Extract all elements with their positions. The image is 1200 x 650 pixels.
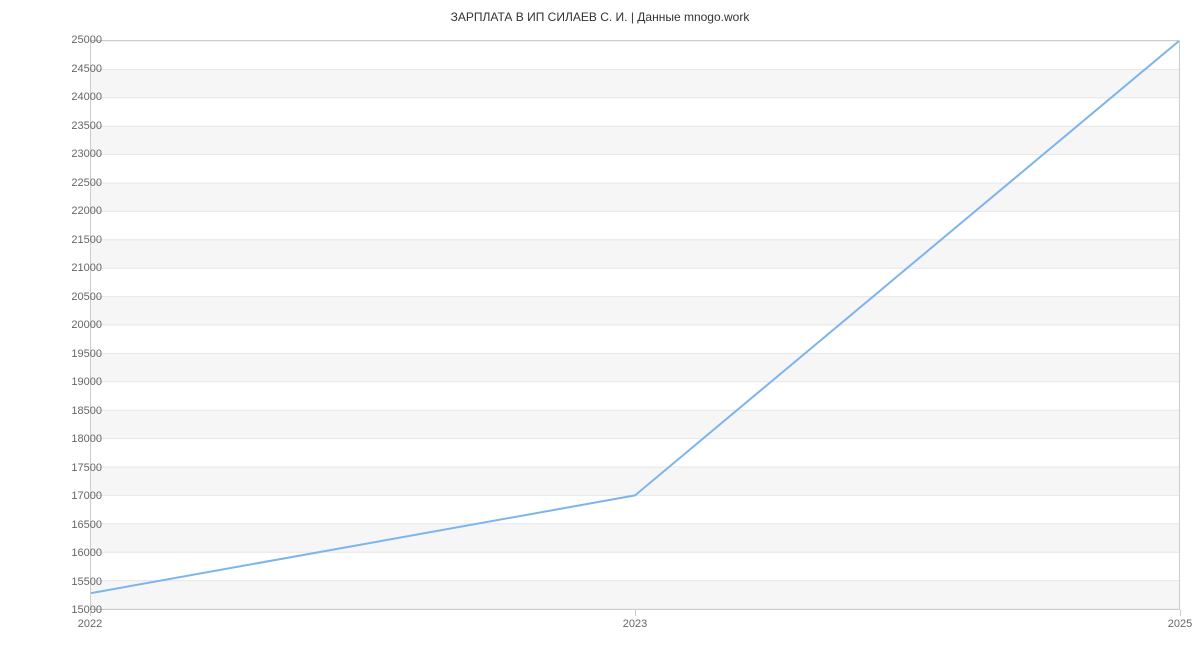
y-tick-label: 17000	[42, 490, 102, 502]
y-tick-label: 18000	[42, 433, 102, 445]
y-tick-label: 24500	[42, 63, 102, 75]
x-tick-label: 2023	[623, 618, 647, 630]
chart-area	[90, 40, 1180, 610]
y-tick-label: 15500	[42, 576, 102, 588]
y-tick-label: 18500	[42, 405, 102, 417]
y-tick-label: 25000	[42, 34, 102, 46]
y-tick-label: 22500	[42, 177, 102, 189]
chart-title: ЗАРПЛАТА В ИП СИЛАЕВ С. И. | Данные mnog…	[0, 0, 1200, 32]
y-tick-label: 20000	[42, 319, 102, 331]
y-tick-label: 23000	[42, 148, 102, 160]
y-tick-label: 21500	[42, 234, 102, 246]
y-tick-label: 21000	[42, 262, 102, 274]
y-tick-label: 20500	[42, 291, 102, 303]
y-tick-label: 19500	[42, 348, 102, 360]
y-tick-label: 17500	[42, 462, 102, 474]
y-tick-label: 16000	[42, 547, 102, 559]
x-tick-label: 2025	[1168, 618, 1192, 630]
x-tick-mark	[635, 610, 636, 616]
y-tick-label: 19000	[42, 376, 102, 388]
plot-area	[90, 40, 1180, 610]
x-tick-mark	[90, 610, 91, 616]
y-tick-label: 22000	[42, 205, 102, 217]
plot-svg	[91, 41, 1179, 609]
y-tick-label: 23500	[42, 120, 102, 132]
y-tick-label: 15000	[42, 604, 102, 616]
y-tick-label: 16500	[42, 519, 102, 531]
y-tick-label: 24000	[42, 91, 102, 103]
x-tick-label: 2022	[78, 618, 102, 630]
x-tick-mark	[1180, 610, 1181, 616]
